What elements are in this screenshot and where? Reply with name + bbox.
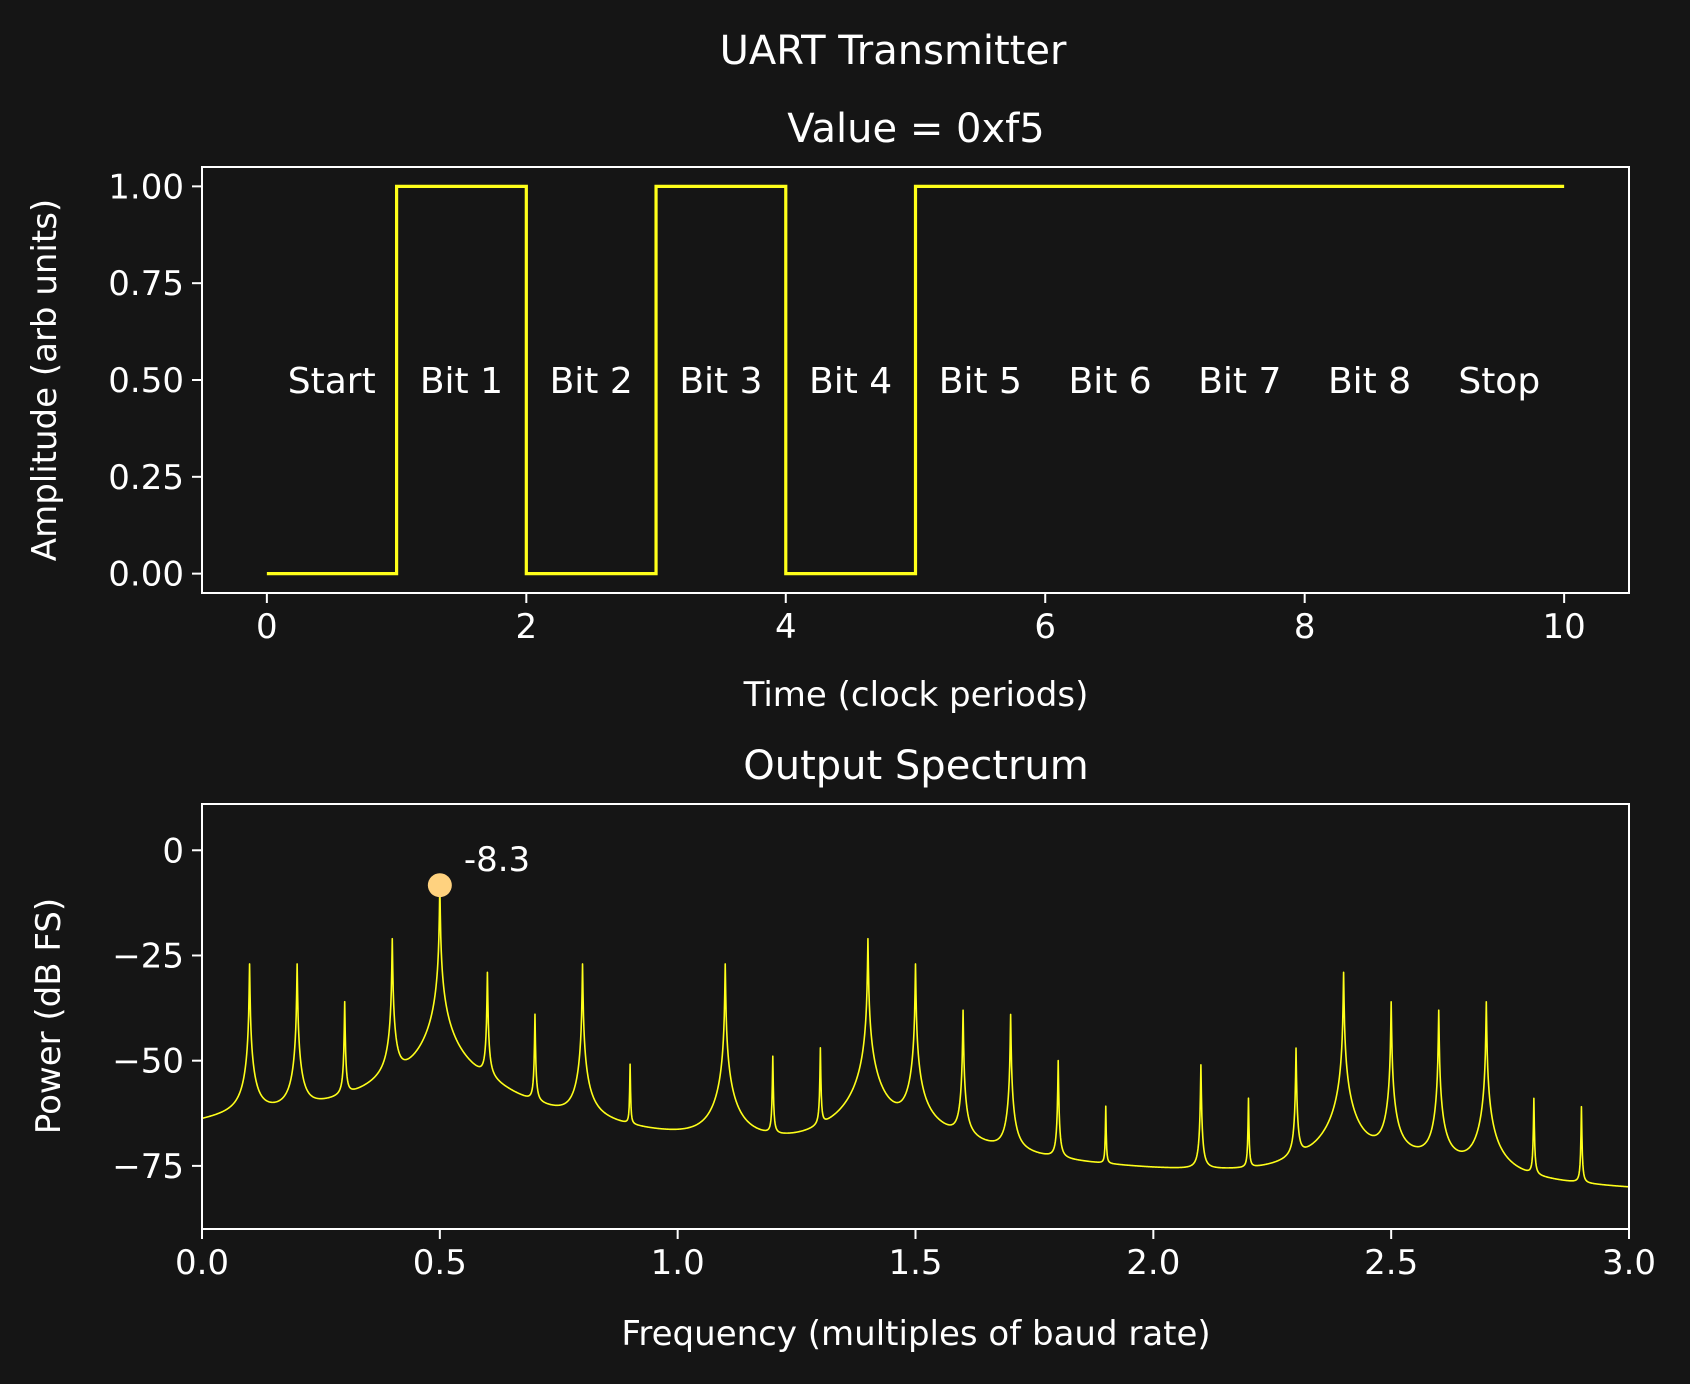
spectrum-y-label: Power (dB FS) — [29, 898, 69, 1134]
x-tick-label: 6 — [1034, 607, 1056, 647]
figure-suptitle: UART Transmitter — [720, 28, 1067, 74]
x-tick-label: 0.5 — [413, 1243, 467, 1283]
y-tick-label: 0.25 — [108, 458, 184, 498]
x-tick-label: 1.5 — [888, 1243, 942, 1283]
bit-label: Start — [288, 361, 376, 402]
timing-title: Value = 0xf5 — [787, 106, 1044, 152]
x-tick-label: 0 — [256, 607, 278, 647]
bit-label: Bit 1 — [420, 361, 503, 402]
timing-signal — [266, 184, 1565, 576]
x-tick-label: 8 — [1294, 607, 1316, 647]
timing-y-label: Amplitude (arb units) — [25, 199, 65, 561]
x-tick-label: 1.0 — [651, 1243, 705, 1283]
spectrum-y-ticks: 0 −25 −50 −75 — [112, 831, 202, 1187]
peak-value-label: -8.3 — [464, 840, 530, 880]
peak-marker — [427, 873, 452, 898]
x-tick-label: 4 — [775, 607, 797, 647]
x-tick-label: 2.0 — [1126, 1243, 1180, 1283]
spectrum-x-ticks: 0.0 0.5 1.0 1.5 2.0 2.5 3.0 — [175, 1229, 1656, 1283]
y-tick-label: 1.00 — [108, 167, 184, 207]
bit-label: Bit 3 — [679, 361, 762, 402]
y-tick-label: −75 — [112, 1147, 184, 1187]
bit-label: Stop — [1458, 361, 1540, 402]
bit-labels: Start Bit 1 Bit 2 Bit 3 Bit 4 Bit 5 Bit 6 Bit 7… — [288, 361, 1540, 402]
y-tick-label: 0 — [162, 831, 184, 871]
x-tick-label: 2.5 — [1364, 1243, 1418, 1283]
timing-x-label: Time (clock periods) — [743, 675, 1089, 715]
timing-panel: Value = 0xf5 Start Bit 1 Bit 2 Bit 3 Bit 4 Bi… — [25, 106, 1630, 715]
y-tick-label: 0.00 — [108, 555, 184, 595]
spectrum-panel: Output Spectrum -8.3 0.0 0.5 1.0 1.5 2.0 2.5 3… — [29, 743, 1656, 1354]
spectrum-x-label: Frequency (multiples of baud rate) — [621, 1314, 1210, 1354]
y-tick-label: 0.75 — [108, 264, 184, 304]
bit-label: Bit 7 — [1198, 361, 1281, 402]
x-tick-label: 2 — [515, 607, 537, 647]
bit-label: Bit 5 — [939, 361, 1022, 402]
bit-label: Bit 8 — [1328, 361, 1411, 402]
x-tick-label: 10 — [1543, 607, 1586, 647]
bit-label: Bit 4 — [809, 361, 892, 402]
y-tick-label: −50 — [112, 1042, 184, 1082]
y-tick-label: 0.50 — [108, 361, 184, 401]
signal-step-line — [266, 184, 1565, 576]
timing-y-ticks: 0.00 0.25 0.50 0.75 1.00 — [108, 167, 202, 595]
bit-label: Bit 2 — [550, 361, 633, 402]
spectrum-title: Output Spectrum — [743, 743, 1089, 789]
x-tick-label: 3.0 — [1602, 1243, 1656, 1283]
bit-label: Bit 6 — [1069, 361, 1152, 402]
x-tick-label: 0.0 — [175, 1243, 229, 1283]
timing-x-ticks: 0 2 4 6 8 10 — [256, 593, 1586, 647]
y-tick-label: −25 — [112, 936, 184, 976]
